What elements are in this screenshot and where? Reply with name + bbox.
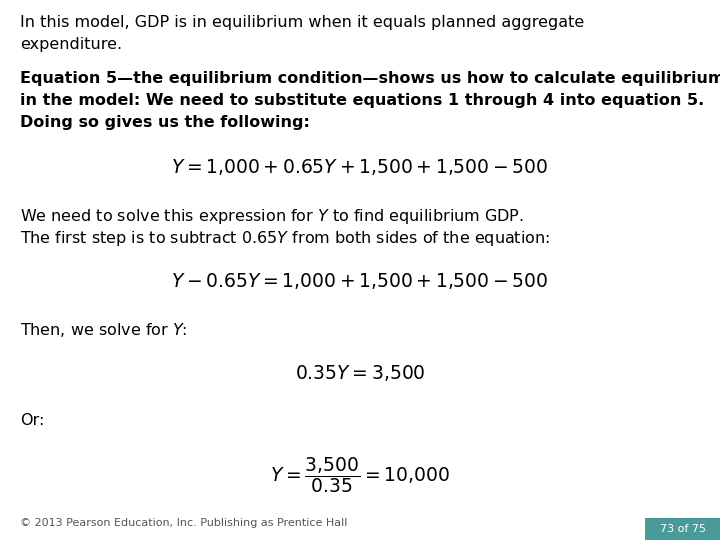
Text: Or:: Or: <box>20 413 45 428</box>
Text: $0.35Y = 3{,}500$: $0.35Y = 3{,}500$ <box>294 363 426 383</box>
FancyBboxPatch shape <box>645 518 720 540</box>
Text: $Y = 1{,}000 + 0.65Y + 1{,}500 + 1{,}500 - 500$: $Y = 1{,}000 + 0.65Y + 1{,}500 + 1{,}500… <box>171 157 549 177</box>
Text: We need to solve this expression for $Y$ to find equilibrium GDP.: We need to solve this expression for $Y$… <box>20 207 524 226</box>
Text: Doing so gives us the following:: Doing so gives us the following: <box>20 115 310 130</box>
Text: $Y - 0.65Y = 1{,}000 + 1{,}500 + 1{,}500 - 500$: $Y - 0.65Y = 1{,}000 + 1{,}500 + 1{,}500… <box>171 271 549 291</box>
Text: Then, we solve for $Y$:: Then, we solve for $Y$: <box>20 321 187 339</box>
Text: $Y = \dfrac{3{,}500}{0.35} = 10{,}000$: $Y = \dfrac{3{,}500}{0.35} = 10{,}000$ <box>270 455 450 495</box>
Text: in the model: We need to substitute equations 1 through 4 into equation 5.: in the model: We need to substitute equa… <box>20 93 704 108</box>
Text: © 2013 Pearson Education, Inc. Publishing as Prentice Hall: © 2013 Pearson Education, Inc. Publishin… <box>20 518 347 528</box>
Text: In this model, GDP is in equilibrium when it equals planned aggregate: In this model, GDP is in equilibrium whe… <box>20 15 584 30</box>
Text: The first step is to subtract 0.65$Y$ from both sides of the equation:: The first step is to subtract 0.65$Y$ fr… <box>20 229 550 248</box>
Text: expenditure.: expenditure. <box>20 37 122 52</box>
Text: 73 of 75: 73 of 75 <box>660 524 706 534</box>
Text: Equation 5—the equilibrium condition—shows us how to calculate equilibrium: Equation 5—the equilibrium condition—sho… <box>20 71 720 86</box>
